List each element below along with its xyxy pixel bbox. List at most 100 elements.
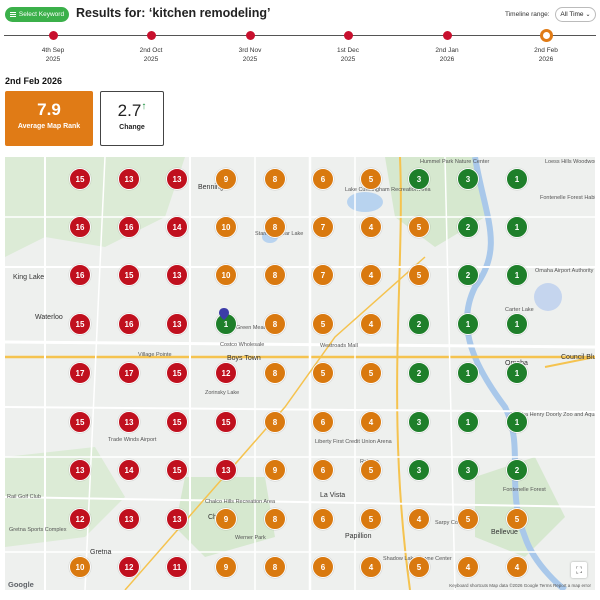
rank-pin[interactable]: 1: [506, 313, 528, 335]
rank-pin[interactable]: 1: [457, 362, 479, 384]
rank-pin[interactable]: 4: [457, 556, 479, 578]
rank-pin[interactable]: 8: [264, 168, 286, 190]
rank-pin[interactable]: 2: [408, 313, 430, 335]
rank-pin[interactable]: 13: [118, 168, 140, 190]
rank-pin[interactable]: 15: [215, 411, 237, 433]
rank-pin[interactable]: 4: [360, 264, 382, 286]
rank-pin[interactable]: 15: [69, 411, 91, 433]
rank-pin[interactable]: 16: [118, 216, 140, 238]
rank-pin[interactable]: 9: [264, 459, 286, 481]
select-keyword-button[interactable]: Select Keyword: [5, 7, 69, 22]
rank-pin[interactable]: 3: [408, 168, 430, 190]
rank-pin[interactable]: 8: [264, 362, 286, 384]
rank-pin[interactable]: 13: [118, 411, 140, 433]
map-attribution[interactable]: Keyboard shortcuts Map data ©2026 Google…: [449, 583, 591, 588]
rank-pin[interactable]: 5: [408, 264, 430, 286]
rank-pin[interactable]: 13: [166, 264, 188, 286]
rank-pin[interactable]: 2: [457, 216, 479, 238]
rank-pin[interactable]: 5: [457, 508, 479, 530]
rank-pin[interactable]: 6: [312, 459, 334, 481]
rank-pin[interactable]: 13: [166, 168, 188, 190]
rank-pin[interactable]: 5: [312, 313, 334, 335]
rank-pin[interactable]: 13: [118, 508, 140, 530]
rank-pin[interactable]: 1: [506, 216, 528, 238]
rank-pin[interactable]: 5: [312, 362, 334, 384]
rank-pin[interactable]: 3: [408, 459, 430, 481]
timeline-point[interactable]: [146, 31, 156, 40]
rank-pin[interactable]: 4: [360, 216, 382, 238]
rank-pin[interactable]: 9: [215, 556, 237, 578]
rank-pin[interactable]: 7: [312, 264, 334, 286]
rank-pin[interactable]: 3: [457, 168, 479, 190]
rank-pin[interactable]: 13: [166, 313, 188, 335]
rank-pin[interactable]: 15: [166, 362, 188, 384]
timeline-point[interactable]: [539, 29, 553, 42]
rank-pin[interactable]: 3: [457, 459, 479, 481]
rank-pin[interactable]: 10: [215, 216, 237, 238]
rank-pin[interactable]: 15: [118, 264, 140, 286]
rank-pin[interactable]: 5: [408, 216, 430, 238]
rank-pin[interactable]: 4: [360, 313, 382, 335]
rank-pin[interactable]: 15: [166, 459, 188, 481]
rank-pin[interactable]: 8: [264, 313, 286, 335]
rank-pin[interactable]: 12: [69, 508, 91, 530]
rank-pin[interactable]: 14: [166, 216, 188, 238]
rank-pin[interactable]: 13: [215, 459, 237, 481]
rank-pin[interactable]: 5: [506, 508, 528, 530]
rank-pin[interactable]: 8: [264, 508, 286, 530]
rank-pin[interactable]: 17: [69, 362, 91, 384]
rank-pin[interactable]: 1: [506, 264, 528, 286]
timeline-point[interactable]: [442, 31, 452, 40]
rank-pin[interactable]: 1: [506, 168, 528, 190]
rank-pin[interactable]: 11: [166, 556, 188, 578]
fullscreen-button[interactable]: ⛶: [571, 562, 587, 578]
rank-pin[interactable]: 4: [506, 556, 528, 578]
rank-pin[interactable]: 7: [312, 216, 334, 238]
timeline-range-select[interactable]: All Time ⌄: [555, 7, 596, 22]
timeline-point[interactable]: [245, 31, 255, 40]
rank-pin[interactable]: 5: [360, 459, 382, 481]
rank-pin[interactable]: 2: [457, 264, 479, 286]
rank-pin[interactable]: 12: [215, 362, 237, 384]
rank-pin[interactable]: 14: [118, 459, 140, 481]
rank-pin[interactable]: 17: [118, 362, 140, 384]
rank-pin[interactable]: 5: [408, 556, 430, 578]
rank-pin[interactable]: 6: [312, 168, 334, 190]
rank-pin[interactable]: 8: [264, 411, 286, 433]
rank-pin[interactable]: 6: [312, 411, 334, 433]
rank-pin[interactable]: 1: [506, 411, 528, 433]
rank-pin[interactable]: 15: [69, 313, 91, 335]
rank-pin[interactable]: 6: [312, 556, 334, 578]
rank-pin[interactable]: 5: [360, 362, 382, 384]
rank-pin[interactable]: 5: [360, 168, 382, 190]
rank-pin[interactable]: 8: [264, 556, 286, 578]
rank-pin[interactable]: 15: [166, 411, 188, 433]
rank-pin[interactable]: 16: [118, 313, 140, 335]
timeline-point[interactable]: [343, 31, 353, 40]
rank-pin[interactable]: 10: [69, 556, 91, 578]
rank-pin[interactable]: 9: [215, 168, 237, 190]
timeline-point[interactable]: [48, 31, 58, 40]
rank-pin[interactable]: 6: [312, 508, 334, 530]
rank-pin[interactable]: 13: [166, 508, 188, 530]
rank-pin[interactable]: 10: [215, 264, 237, 286]
rank-pin[interactable]: 4: [408, 508, 430, 530]
rank-pin[interactable]: 15: [69, 168, 91, 190]
rank-pin[interactable]: 12: [118, 556, 140, 578]
rank-pin[interactable]: 9: [215, 508, 237, 530]
rank-pin[interactable]: 1: [457, 411, 479, 433]
rank-pin[interactable]: 8: [264, 264, 286, 286]
rank-pin[interactable]: 5: [360, 508, 382, 530]
rank-pin[interactable]: 3: [408, 411, 430, 433]
rank-pin[interactable]: 16: [69, 216, 91, 238]
rank-pin[interactable]: 4: [360, 411, 382, 433]
rank-pin[interactable]: 16: [69, 264, 91, 286]
rank-pin[interactable]: 4: [360, 556, 382, 578]
rank-pin[interactable]: 1: [506, 362, 528, 384]
rank-pin[interactable]: 2: [408, 362, 430, 384]
rank-pin[interactable]: 2: [506, 459, 528, 481]
rank-pin[interactable]: 13: [69, 459, 91, 481]
rank-pin[interactable]: 8: [264, 216, 286, 238]
rank-pin[interactable]: 1: [457, 313, 479, 335]
